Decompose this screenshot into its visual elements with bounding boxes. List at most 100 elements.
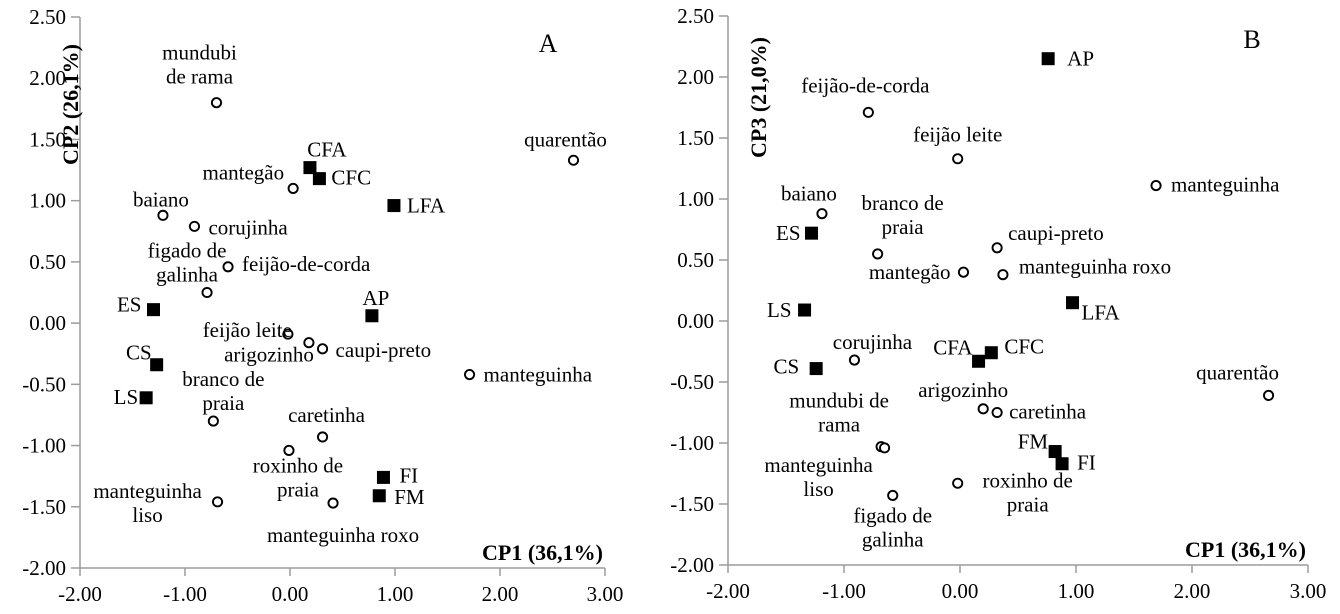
point-label-quarent-o: quarentão — [524, 127, 607, 151]
point-label-figado-de-galinha: figado de — [148, 239, 227, 263]
cultivar-marker-quarent-o — [567, 154, 580, 166]
y-tick-label: 2.50 — [29, 5, 66, 29]
point-label-ap: AP — [362, 286, 389, 310]
cultivar-marker-figado-de-galinha — [201, 286, 213, 299]
trait-marker-lfa — [1066, 296, 1080, 310]
trait-marker-cfc — [312, 172, 326, 186]
point-label-es: ES — [776, 221, 801, 245]
point-label-figado-de-galinha: figado de — [853, 503, 932, 527]
x-tick-label: 0.00 — [942, 579, 979, 603]
point-label-arigozinho: arigozinho — [224, 343, 314, 367]
y-tick-label: -2.00 — [22, 556, 66, 580]
point-label-fm: FM — [1018, 430, 1049, 454]
cultivar-marker-manteguinha — [463, 368, 476, 381]
point-label-manteguinha-liso: liso — [803, 477, 833, 501]
x-tick-label: 1.00 — [1058, 579, 1095, 603]
x-tick-label: 2.00 — [482, 582, 519, 606]
y-tick-label: 2.00 — [29, 66, 66, 90]
x-tick-label: -2.00 — [706, 579, 750, 603]
point-label-caretinha: caretinha — [1009, 400, 1087, 424]
trait-marker-fm — [372, 489, 386, 503]
point-label-mundubi-de-rama: mundubi de — [789, 389, 889, 413]
point-label-manteguinha-roxo: manteguinha roxo — [1019, 255, 1171, 279]
cultivar-marker-manteguinha — [1150, 180, 1162, 192]
trait-marker-ap — [365, 309, 379, 323]
cultivar-marker-manteguinha-liso — [211, 496, 224, 508]
point-label-baiano: baiano — [133, 187, 189, 211]
y-axis-title: CP3 (21,0%) — [746, 37, 771, 158]
y-tick-label: -2.00 — [670, 553, 714, 577]
point-label-roxinho-de-praia: praia — [277, 477, 320, 501]
point-label-ls: LS — [114, 385, 139, 409]
point-label-arigozinho: arigozinho — [918, 378, 1008, 402]
point-label-baiano: baiano — [781, 182, 837, 206]
cultivar-marker-branco-de-praia — [207, 415, 219, 427]
y-tick-label: 1.50 — [677, 126, 714, 150]
trait-marker-lfa — [387, 199, 401, 213]
point-label-manteguinha-liso: liso — [132, 503, 162, 527]
trait-marker-es — [805, 226, 819, 240]
point-label-branco-de-praia: praia — [202, 391, 245, 415]
point-label-corujinha: corujinha — [833, 330, 913, 354]
cultivar-marker-caretinha — [991, 406, 1003, 419]
point-label-cs: CS — [126, 341, 152, 365]
trait-marker-cs — [809, 362, 823, 376]
x-axis-title: CP1 (36,1%) — [482, 540, 603, 565]
y-tick-label: 0.00 — [677, 309, 714, 333]
y-tick-label: 2.50 — [677, 4, 714, 28]
trait-marker-fi — [376, 470, 390, 484]
x-tick-label: 3.00 — [1290, 579, 1327, 603]
point-label-roxinho-de-praia: roxinho de — [982, 468, 1072, 492]
cultivar-marker-baiano — [816, 208, 828, 220]
cultivar-marker-manteg-o — [957, 266, 970, 278]
cultivar-marker-arigozinho — [977, 403, 989, 415]
panel-letter: A — [539, 29, 558, 58]
y-tick-label: -0.50 — [22, 372, 66, 396]
y-tick-label: 0.50 — [29, 250, 66, 274]
x-tick-label: -1.00 — [822, 579, 866, 603]
point-label-lfa: LFA — [407, 194, 446, 218]
point-label-manteg-o: mantegão — [203, 160, 285, 184]
y-tick-label: -1.00 — [670, 431, 714, 455]
trait-marker-es — [147, 303, 160, 317]
cultivar-marker-branco-de-praia — [872, 248, 884, 260]
trait-marker-ls — [798, 303, 812, 317]
cultivar-marker-feij-o-de-corda — [222, 261, 234, 273]
point-label-mundubi-de-rama: rama — [818, 413, 861, 437]
trait-marker-fi — [1055, 457, 1069, 471]
y-tick-label: 1.50 — [29, 127, 66, 151]
point-label-caupi-preto: caupi-preto — [1008, 221, 1104, 245]
point-label-fm: FM — [394, 485, 425, 509]
cultivar-marker-corujinha — [848, 354, 860, 366]
point-label-manteguinha: manteguinha — [1171, 173, 1280, 197]
point-label-cfc: CFC — [331, 166, 371, 190]
cultivar-marker-manteguinha-liso — [879, 442, 891, 454]
trait-marker-fm — [1048, 445, 1062, 459]
point-label-fi: FI — [1077, 451, 1096, 475]
point-label-fi: FI — [399, 463, 418, 487]
cultivar-marker-mundubi-de-rama — [210, 97, 223, 109]
panel-A: -2.00 -1.00 0.00 1.00 2.00 3.00 2.50 2.00 1.50 1.… — [22, 5, 623, 606]
point-label-es: ES — [117, 293, 142, 317]
point-label-feij-o-de-corda: feijão-de-corda — [801, 73, 930, 97]
y-tick-label: -1.50 — [670, 492, 714, 516]
x-tick-label: -2.00 — [58, 582, 102, 606]
y-tick-label: -0.50 — [670, 370, 714, 394]
cultivar-marker-manteguinha-roxo — [997, 269, 1009, 281]
trait-marker-ls — [139, 391, 153, 405]
cultivar-marker-caretinha — [316, 431, 329, 443]
point-label-roxinho-de-praia: praia — [1007, 492, 1050, 516]
point-label-branco-de-praia: praia — [882, 215, 925, 239]
point-label-figado-de-galinha: galinha — [156, 263, 218, 287]
point-label-manteguinha: manteguinha — [484, 363, 593, 387]
y-tick-label: 0.00 — [29, 311, 66, 335]
point-label-branco-de-praia: branco de — [182, 367, 264, 391]
x-tick-label: 2.00 — [1174, 579, 1211, 603]
point-label-ap: AP — [1067, 47, 1094, 71]
point-label-mundubi-de-rama: mundubi — [162, 41, 237, 65]
point-label-feij-o-leite: feijão leite — [203, 318, 292, 342]
y-tick-label: 2.00 — [677, 65, 714, 89]
point-label-cfa: CFA — [307, 138, 347, 162]
trait-marker-cfa — [303, 161, 317, 175]
